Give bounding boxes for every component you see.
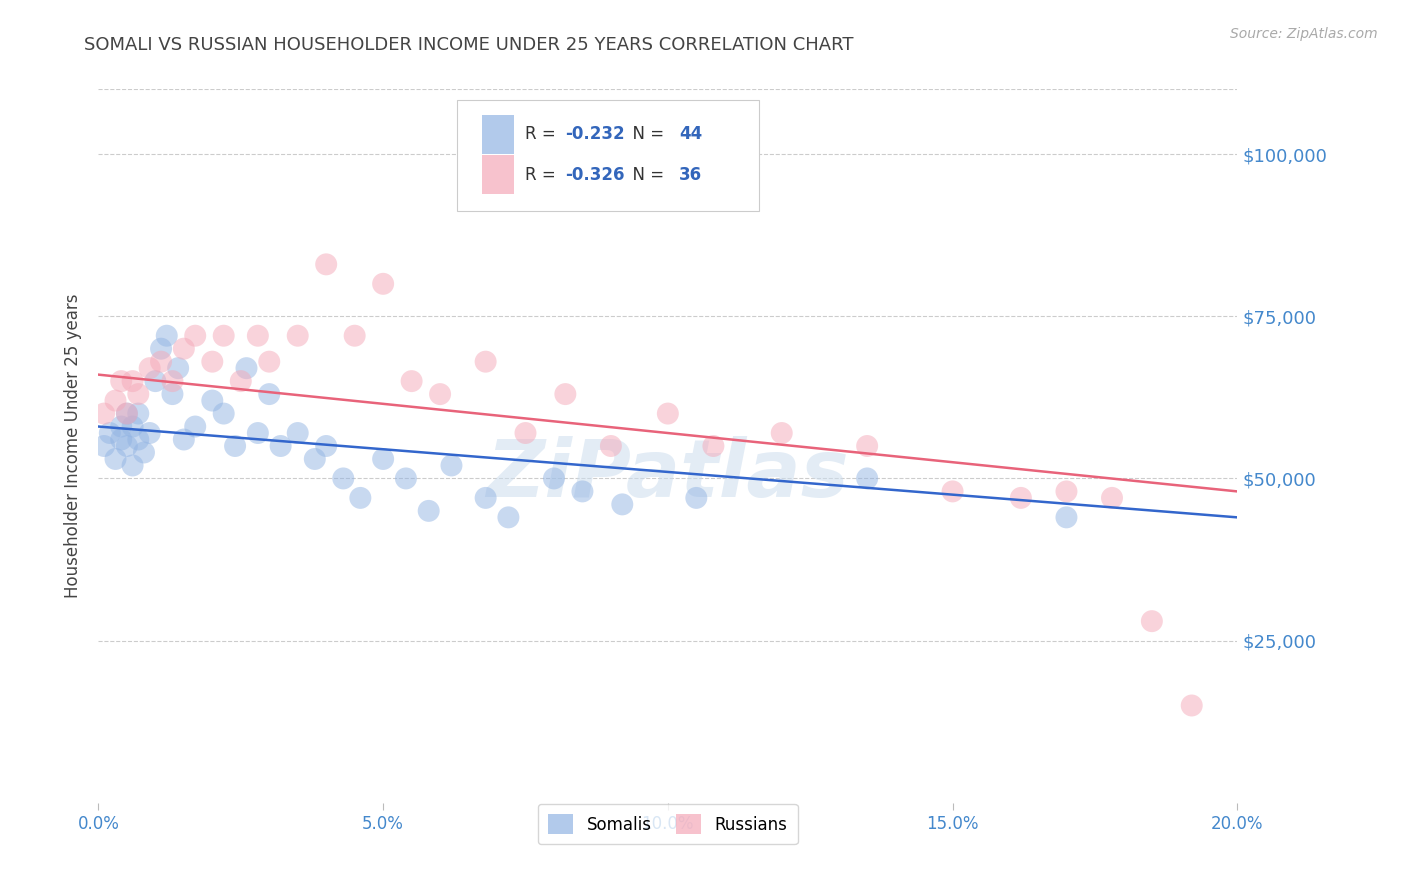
Point — [150, 342, 173, 356]
Point — [600, 439, 623, 453]
Point — [150, 354, 173, 368]
Point — [110, 374, 132, 388]
Point — [235, 361, 257, 376]
Point — [93, 439, 115, 453]
Point — [270, 439, 292, 453]
Text: SOMALI VS RUSSIAN HOUSEHOLDER INCOME UNDER 25 YEARS CORRELATION CHART: SOMALI VS RUSSIAN HOUSEHOLDER INCOME UND… — [84, 36, 853, 54]
Point — [121, 458, 143, 473]
Point — [259, 354, 281, 368]
Point — [121, 419, 143, 434]
Point — [145, 374, 167, 388]
Point — [212, 328, 235, 343]
Point — [571, 484, 593, 499]
Point — [246, 425, 269, 440]
Point — [98, 425, 121, 440]
Point — [543, 471, 565, 485]
Point — [115, 407, 138, 421]
Point — [429, 387, 451, 401]
Point — [156, 328, 179, 343]
Point — [373, 452, 395, 467]
FancyBboxPatch shape — [482, 114, 515, 153]
Point — [1056, 510, 1078, 524]
Point — [554, 387, 576, 401]
Point — [201, 393, 224, 408]
Point — [401, 374, 423, 388]
Point — [1056, 484, 1078, 499]
Point — [1140, 614, 1163, 628]
Point — [418, 504, 440, 518]
Point — [104, 393, 127, 408]
Point — [702, 439, 724, 453]
Point — [127, 407, 149, 421]
Point — [246, 328, 269, 343]
Point — [229, 374, 252, 388]
Point — [115, 439, 138, 453]
Point — [104, 452, 127, 467]
Point — [110, 419, 132, 434]
Point — [440, 458, 463, 473]
FancyBboxPatch shape — [457, 100, 759, 211]
Point — [332, 471, 354, 485]
Point — [474, 491, 496, 505]
Point — [315, 257, 337, 271]
Point — [115, 407, 138, 421]
Text: Source: ZipAtlas.com: Source: ZipAtlas.com — [1230, 27, 1378, 41]
Text: 36: 36 — [679, 166, 703, 184]
Text: R =: R = — [526, 125, 561, 143]
Point — [287, 425, 309, 440]
Point — [184, 328, 207, 343]
Text: R =: R = — [526, 166, 561, 184]
Text: -0.326: -0.326 — [565, 166, 624, 184]
Point — [498, 510, 520, 524]
Point — [259, 387, 281, 401]
Point — [395, 471, 418, 485]
Point — [127, 433, 149, 447]
Point — [121, 374, 143, 388]
Point — [770, 425, 793, 440]
Point — [162, 387, 184, 401]
Text: 44: 44 — [679, 125, 703, 143]
Point — [93, 407, 115, 421]
Point — [212, 407, 235, 421]
Point — [287, 328, 309, 343]
Point — [1101, 491, 1123, 505]
Point — [167, 361, 190, 376]
Point — [474, 354, 496, 368]
Point — [315, 439, 337, 453]
Text: ZiPatlas: ZiPatlas — [486, 435, 849, 514]
Point — [612, 497, 634, 511]
Point — [162, 374, 184, 388]
Point — [304, 452, 326, 467]
Point — [138, 425, 160, 440]
Point — [1010, 491, 1032, 505]
Point — [856, 439, 879, 453]
Point — [224, 439, 246, 453]
Point — [942, 484, 965, 499]
Text: N =: N = — [623, 166, 669, 184]
Y-axis label: Householder Income Under 25 years: Householder Income Under 25 years — [65, 293, 83, 599]
FancyBboxPatch shape — [482, 155, 515, 194]
Point — [132, 445, 155, 459]
Point — [173, 433, 195, 447]
Point — [373, 277, 395, 291]
Point — [343, 328, 366, 343]
Text: -0.232: -0.232 — [565, 125, 626, 143]
Point — [127, 387, 149, 401]
Point — [685, 491, 707, 505]
Text: N =: N = — [623, 125, 669, 143]
Point — [201, 354, 224, 368]
Point — [515, 425, 537, 440]
Point — [1181, 698, 1204, 713]
Point — [349, 491, 371, 505]
Point — [173, 342, 195, 356]
Point — [856, 471, 879, 485]
Point — [184, 419, 207, 434]
Point — [138, 361, 160, 376]
Legend: Somalis, Russians: Somalis, Russians — [538, 804, 797, 845]
Point — [110, 433, 132, 447]
Point — [657, 407, 679, 421]
